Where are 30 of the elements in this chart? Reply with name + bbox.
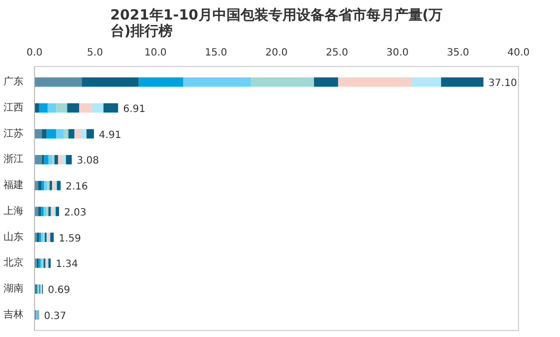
x-tick-label: 20.0 [265,48,288,58]
total-label: 1.59 [58,233,82,244]
x-tick-label: 10.0 [144,48,167,58]
y-tick-label: 上海 [4,204,24,217]
y-tick-label: 广东 [4,76,24,88]
y-tick-label: 江苏 [4,127,24,140]
x-tick-label: 35.0 [446,48,470,58]
chart-title: 2021年1-10月中国包装专用设备各省市每月产量(万台)排行榜 [110,6,443,40]
x-tick-label: 30.0 [386,48,409,58]
y-tick-label: 湖南 [4,282,24,295]
total-label: 4.91 [98,130,122,141]
total-label: 1.34 [56,259,78,270]
total-label: 0.37 [44,310,66,322]
y-tick-label: 山东 [4,230,24,243]
total-label: 3.08 [76,156,100,167]
y-tick-label: 浙江 [4,153,24,166]
total-label: 2.16 [66,182,88,193]
y-tick-label: 江西 [4,101,24,114]
total-label: 6.91 [123,104,146,115]
x-tick-label: 0.0 [26,48,42,58]
y-tick-label: 福建 [4,179,24,192]
x-tick-label: 5.0 [87,48,103,58]
total-label: 37.10 [488,78,518,90]
x-tick-label: 40.0 [507,48,530,58]
total-label: 0.69 [48,285,70,296]
x-tick-label: 15.0 [204,48,228,58]
total-label: 2.03 [64,207,86,218]
y-tick-label: 吉林 [4,308,24,320]
y-tick-label: 北京 [4,256,24,269]
x-tick-label: 25.0 [326,48,348,58]
